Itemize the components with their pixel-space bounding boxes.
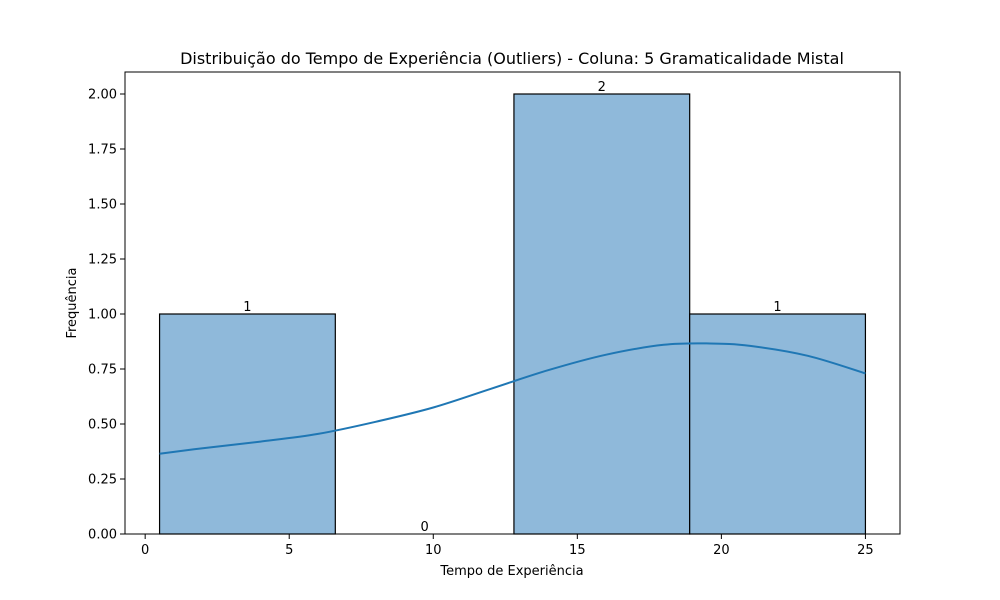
- x-tick-label: 10: [425, 543, 442, 558]
- y-axis: 0.00 0.25 0.50 0.75 1.00 1.25 1.50 1.75 2.00: [88, 88, 125, 543]
- y-tick-label: 0.50: [88, 418, 117, 433]
- y-tick-label: 1.00: [88, 308, 117, 323]
- bars-group: [158, 93, 867, 535]
- y-tick-label: 1.75: [88, 143, 117, 158]
- histogram-bar: [689, 313, 867, 535]
- x-tick-label: 15: [569, 543, 586, 558]
- plot-area-frame: [124, 71, 901, 535]
- x-tick-label: 0: [141, 543, 149, 558]
- y-tick-label: 2.00: [88, 88, 117, 103]
- y-tick-label: 0.75: [88, 363, 117, 378]
- kde-curve: [159, 342, 866, 455]
- y-axis-label: Frequência: [65, 267, 80, 338]
- x-axis: 0 5 10 15 20 25: [141, 534, 874, 558]
- x-tick-label: 25: [857, 543, 874, 558]
- y-tick-label: 1.25: [88, 253, 117, 268]
- x-tick-label: 20: [713, 543, 730, 558]
- histogram-bar: [513, 93, 691, 535]
- bar-count-label: 2: [598, 80, 606, 95]
- bar-labels-group: 1 0 2 1: [243, 80, 781, 535]
- bar-count-label: 1: [243, 300, 251, 315]
- y-tick-label: 0.25: [88, 473, 117, 488]
- y-tick-label: 1.50: [88, 198, 117, 213]
- x-tick-label: 5: [285, 543, 293, 558]
- histogram-bar: [158, 313, 336, 535]
- x-axis-label: Tempo de Experiência: [439, 564, 583, 579]
- bar-count-label: 0: [420, 520, 428, 535]
- bar-count-label: 1: [773, 300, 781, 315]
- y-tick-label: 0.00: [88, 528, 117, 543]
- chart-title: Distribuição do Tempo de Experiência (Ou…: [180, 49, 844, 68]
